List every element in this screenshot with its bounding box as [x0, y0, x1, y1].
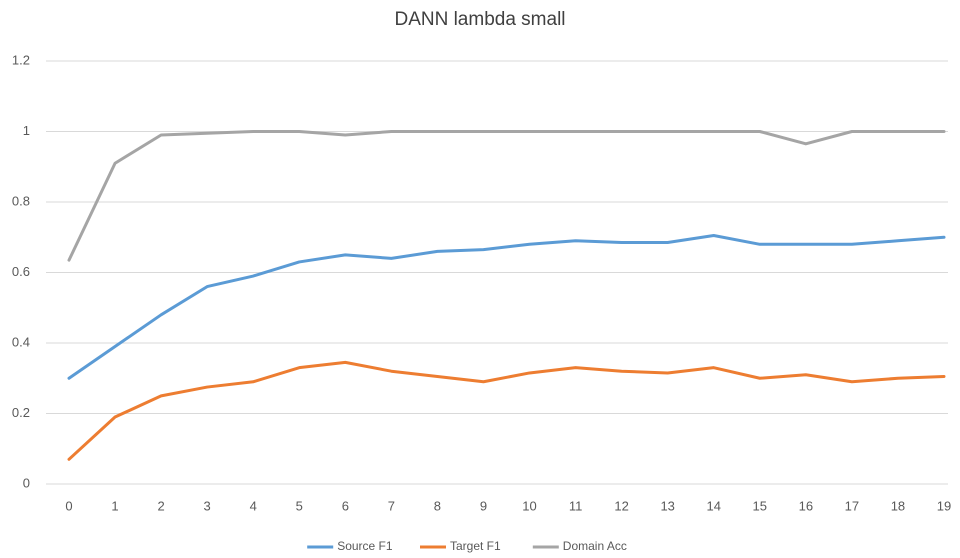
x-tick-label: 17: [845, 498, 859, 513]
x-tick-label: 2: [157, 498, 164, 513]
x-tick-label: 13: [660, 498, 674, 513]
x-tick-label: 6: [342, 498, 349, 513]
x-tick-label: 1: [111, 498, 118, 513]
x-tick-label: 12: [614, 498, 628, 513]
x-tick-label: 14: [707, 498, 721, 513]
y-tick-label: 1.2: [12, 52, 30, 67]
x-tick-label: 4: [250, 498, 257, 513]
x-tick-label: 19: [937, 498, 951, 513]
chart-title: DANN lambda small: [394, 9, 565, 30]
legend-label: Target F1: [450, 539, 501, 553]
y-tick-label: 0.6: [12, 264, 30, 279]
y-tick-label: 0.2: [12, 405, 30, 420]
x-tick-label: 0: [65, 498, 72, 513]
x-tick-label: 11: [569, 498, 583, 513]
y-tick-label: 0: [23, 475, 30, 490]
legend-label: Domain Acc: [563, 539, 627, 553]
x-tick-label: 18: [891, 498, 905, 513]
series-line: [67, 233, 946, 380]
series-line: [67, 130, 946, 262]
series-line: [67, 360, 946, 461]
x-tick-label: 5: [296, 498, 303, 513]
y-tick-label: 1: [23, 123, 30, 138]
x-tick-label: 15: [753, 498, 767, 513]
x-tick-label: 16: [799, 498, 813, 513]
x-tick-label: 7: [388, 498, 395, 513]
y-tick-label: 0.8: [12, 193, 30, 208]
legend-label: Source F1: [337, 539, 393, 553]
x-tick-label: 8: [434, 498, 441, 513]
y-tick-label: 0.4: [12, 334, 30, 349]
x-tick-label: 10: [522, 498, 536, 513]
x-tick-label: 3: [204, 498, 211, 513]
x-tick-label: 9: [480, 498, 487, 513]
